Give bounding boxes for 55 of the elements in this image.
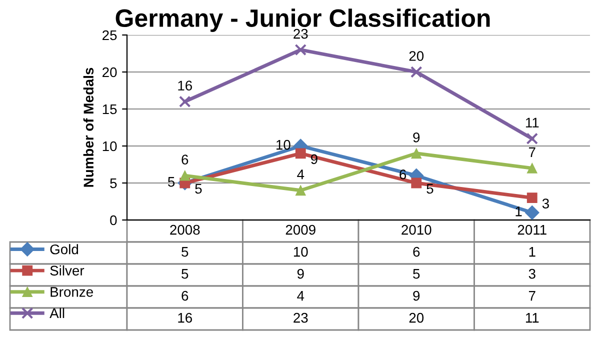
annotation: 11	[526, 118, 539, 128]
point	[294, 44, 307, 56]
data-label: 9	[297, 268, 304, 279]
y-tick-label: 25	[102, 30, 117, 40]
y-tick-label: 5	[110, 178, 117, 188]
y-tick-label: 0	[110, 215, 117, 226]
data-label: 6	[182, 290, 188, 301]
point	[411, 178, 422, 188]
data-label: 5	[182, 247, 188, 257]
data-label: 5	[182, 269, 188, 279]
annotation: 7	[528, 147, 536, 157]
annotation: 5	[426, 184, 434, 194]
y-tick-label: 20	[102, 67, 117, 78]
y-tick-label: 10	[102, 141, 117, 152]
legend-label: Silver	[50, 265, 84, 276]
point	[295, 185, 306, 196]
point	[295, 148, 306, 159]
point	[526, 192, 538, 204]
data-label: 4	[297, 291, 304, 301]
point	[524, 205, 540, 220]
annotation: 9	[413, 132, 420, 142]
data-label: 23	[294, 312, 308, 323]
point	[411, 148, 422, 159]
data-label: 7	[528, 291, 536, 301]
annotation: 20	[409, 51, 424, 61]
x-tick-label: 2008	[170, 224, 200, 235]
y-tick-label: 15	[102, 104, 117, 114]
point	[526, 132, 538, 145]
data-label: 20	[409, 312, 424, 323]
legend-label: Gold	[50, 244, 78, 254]
data-label: 3	[528, 268, 536, 279]
annotation: 16	[178, 80, 192, 91]
annotation: 6	[182, 154, 188, 165]
data-label: 10	[294, 246, 308, 257]
point	[410, 66, 422, 78]
data-label: 11	[526, 313, 539, 323]
data-label: 5	[413, 269, 420, 279]
annotation: 3	[542, 198, 549, 208]
y-axis-title: Number of Medals	[83, 68, 94, 187]
data-label: 9	[413, 290, 420, 301]
annotation: 4	[297, 170, 304, 180]
x-tick-label: 2010	[402, 224, 432, 235]
point	[180, 170, 190, 181]
legend-label: All	[50, 308, 64, 318]
legend-label: Bronze	[50, 287, 93, 297]
point	[178, 96, 191, 108]
data-label: 6	[413, 246, 420, 257]
data-label: 16	[178, 312, 192, 323]
annotation: 5	[168, 177, 175, 187]
point	[526, 162, 538, 174]
data-label: 1	[529, 247, 536, 257]
annotation: 5	[195, 184, 202, 194]
annotation: 10	[276, 140, 290, 150]
x-tick-label: 2011	[518, 224, 546, 235]
x-tick-label: 2009	[286, 224, 316, 235]
